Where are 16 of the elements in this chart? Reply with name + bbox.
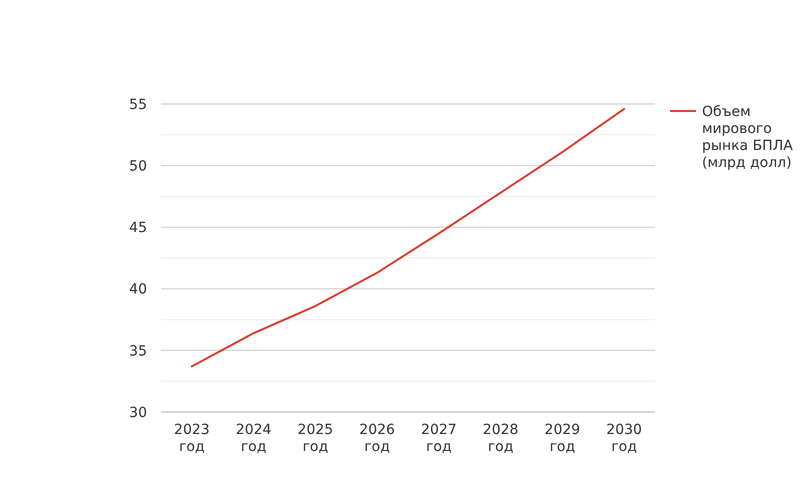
x-tick-label: 2028 год <box>482 422 518 455</box>
line-series <box>190 108 626 368</box>
y-tick-label: 50 <box>129 158 147 174</box>
y-tick-label: 45 <box>129 220 147 236</box>
y-tick-label: 30 <box>129 404 147 421</box>
x-tick-label: 2030 год <box>606 422 642 455</box>
y-tick-label: 40 <box>129 282 147 298</box>
x-tick-label: 2023 год <box>174 422 210 455</box>
x-tick-label: 2025 год <box>298 422 334 455</box>
x-tick-label: 2026 год <box>359 422 396 455</box>
y-tick-label: 55 <box>129 96 147 113</box>
x-tick-label: 2027 год <box>421 422 457 455</box>
x-tick-label: 2029 год <box>544 422 580 455</box>
legend-label: Объем мирового рынка БПЛА (млрд долл) <box>702 104 794 171</box>
x-tick-label: 2024 год <box>236 422 272 455</box>
y-tick-label: 35 <box>129 343 147 360</box>
